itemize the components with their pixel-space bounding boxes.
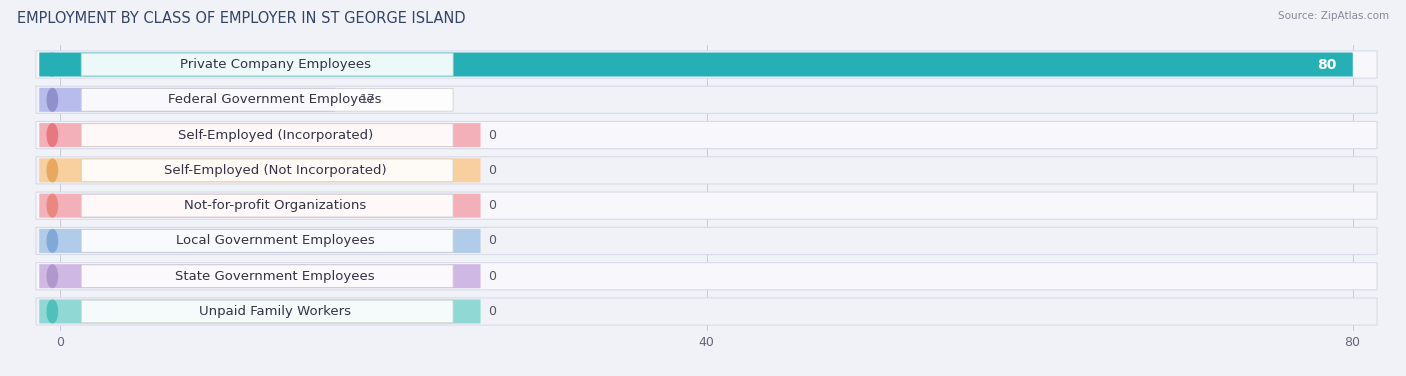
FancyBboxPatch shape [37,86,1376,114]
FancyBboxPatch shape [39,299,481,323]
FancyBboxPatch shape [37,51,1376,78]
Text: State Government Employees: State Government Employees [176,270,375,283]
Circle shape [48,300,58,323]
FancyBboxPatch shape [82,194,453,217]
FancyBboxPatch shape [39,264,481,288]
Text: 0: 0 [488,270,496,283]
Text: Local Government Employees: Local Government Employees [176,234,374,247]
Circle shape [48,265,58,288]
Text: 0: 0 [488,199,496,212]
FancyBboxPatch shape [37,298,1376,325]
FancyBboxPatch shape [37,262,1376,290]
Circle shape [48,88,58,111]
Text: Source: ZipAtlas.com: Source: ZipAtlas.com [1278,11,1389,21]
Text: 17: 17 [360,93,375,106]
FancyBboxPatch shape [39,194,481,218]
FancyBboxPatch shape [37,121,1376,149]
Circle shape [48,159,58,182]
Text: Unpaid Family Workers: Unpaid Family Workers [200,305,352,318]
Circle shape [48,53,58,76]
Circle shape [48,230,58,252]
FancyBboxPatch shape [82,159,453,182]
FancyBboxPatch shape [37,157,1376,184]
Circle shape [48,194,58,217]
Text: Self-Employed (Not Incorporated): Self-Employed (Not Incorporated) [165,164,387,177]
FancyBboxPatch shape [39,53,1353,77]
FancyBboxPatch shape [39,88,335,112]
Text: Not-for-profit Organizations: Not-for-profit Organizations [184,199,367,212]
FancyBboxPatch shape [39,229,481,253]
FancyBboxPatch shape [37,227,1376,255]
FancyBboxPatch shape [82,88,453,111]
Text: EMPLOYMENT BY CLASS OF EMPLOYER IN ST GEORGE ISLAND: EMPLOYMENT BY CLASS OF EMPLOYER IN ST GE… [17,11,465,26]
FancyBboxPatch shape [37,192,1376,219]
FancyBboxPatch shape [82,230,453,252]
Circle shape [48,124,58,146]
Text: Federal Government Employees: Federal Government Employees [169,93,382,106]
FancyBboxPatch shape [82,300,453,323]
FancyBboxPatch shape [82,124,453,146]
Text: 80: 80 [1317,58,1337,71]
FancyBboxPatch shape [82,265,453,288]
Text: 0: 0 [488,234,496,247]
Text: 0: 0 [488,305,496,318]
Text: Private Company Employees: Private Company Employees [180,58,371,71]
FancyBboxPatch shape [39,123,481,147]
Text: 0: 0 [488,164,496,177]
FancyBboxPatch shape [82,53,453,76]
Text: 0: 0 [488,129,496,142]
Text: Self-Employed (Incorporated): Self-Employed (Incorporated) [177,129,373,142]
FancyBboxPatch shape [39,158,481,182]
